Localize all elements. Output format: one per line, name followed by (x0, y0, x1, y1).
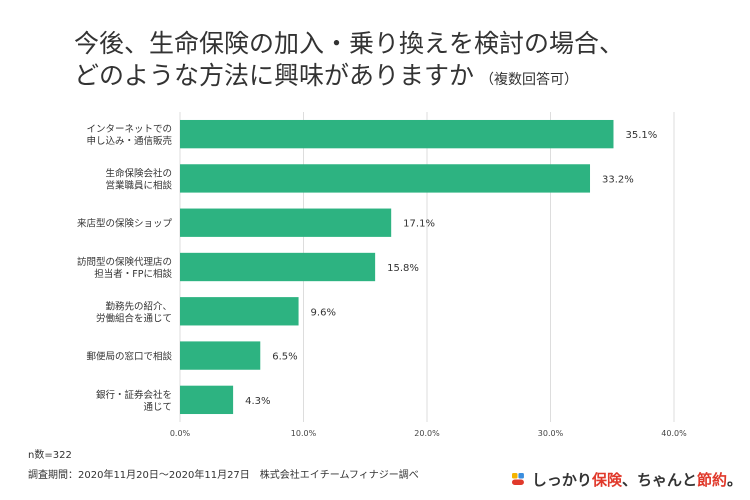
bar (180, 385, 234, 415)
chart-title: 今後、生命保険の加入・乗り換えを検討の場合、 どのような方法に興味がありますか （… (74, 28, 624, 96)
category-label: 労働組合を通じて (96, 312, 172, 324)
brand-slogan: しっかり保険、ちゃんと節約。 (532, 469, 742, 490)
category-label: 勤務先の紹介、 (105, 300, 172, 312)
category-label: 銀行・証券会社を (96, 389, 172, 401)
brand-logo: しっかり保険、ちゃんと節約。 (512, 465, 742, 493)
bar-value-label: 33.2% (602, 174, 634, 185)
logo-square-red (512, 479, 524, 485)
brand-slogan-part1: しっかり (531, 470, 592, 489)
category-label: 通じて (143, 402, 172, 413)
chart-title-line2: どのような方法に興味がありますか (74, 61, 475, 90)
x-tick-label: 40.0% (661, 429, 687, 438)
bar (180, 297, 299, 326)
x-tick-label: 30.0% (538, 429, 564, 438)
bar-value-label: 9.6% (311, 307, 336, 318)
brand-slogan-highlight1: 保険 (591, 470, 622, 489)
category-label: 来店型の保険ショップ (77, 218, 173, 230)
category-label: 訪問型の保険代理店の (77, 256, 172, 268)
logo-square-yellow (512, 473, 518, 479)
x-tick-label: 0.0% (170, 429, 191, 438)
bar (180, 119, 614, 149)
bar-chart: 0.0% 10.0% 20.0% 30.0% 40.0% 35.1% インターネットでの申し… (77, 112, 687, 438)
chart-title-note: （複数回答可） (480, 72, 579, 88)
sample-size-note: n数=322 (28, 450, 72, 461)
x-tick-label: 10.0% (291, 429, 317, 438)
category-label: 申し込み・通信販売 (86, 135, 172, 147)
logo-square-blue (518, 473, 524, 479)
bar (180, 341, 261, 370)
category-label: インターネットでの (86, 124, 172, 135)
category-label: 営業職員に相談 (105, 179, 172, 191)
category-label: 生命保険会社の (105, 167, 172, 179)
brand-slogan-part3: 。 (726, 470, 742, 489)
brand-slogan-highlight2: 節約 (696, 470, 727, 489)
survey-period-note: 調査期間：2020年11月20日～2020年11月27日 株式会社エイチームフィ… (28, 470, 419, 481)
bar-value-label: 17.1% (403, 219, 435, 230)
category-label: 郵便局の窓口で相談 (86, 351, 172, 363)
bar-value-label: 15.8% (387, 263, 419, 274)
brand-logo-icon (512, 473, 524, 485)
x-tick-label: 20.0% (414, 429, 440, 438)
bar (180, 208, 392, 237)
brand-slogan-part2: 、ちゃんと (621, 470, 697, 489)
category-label: 担当者・FPに相談 (94, 268, 172, 280)
bar (180, 164, 591, 193)
bar-value-label: 6.5% (272, 352, 297, 363)
bar (180, 252, 376, 282)
bar-value-label: 35.1% (625, 130, 657, 141)
bar-value-label: 4.3% (245, 396, 270, 407)
chart-title-line1: 今後、生命保険の加入・乗り換えを検討の場合、 (74, 29, 625, 58)
